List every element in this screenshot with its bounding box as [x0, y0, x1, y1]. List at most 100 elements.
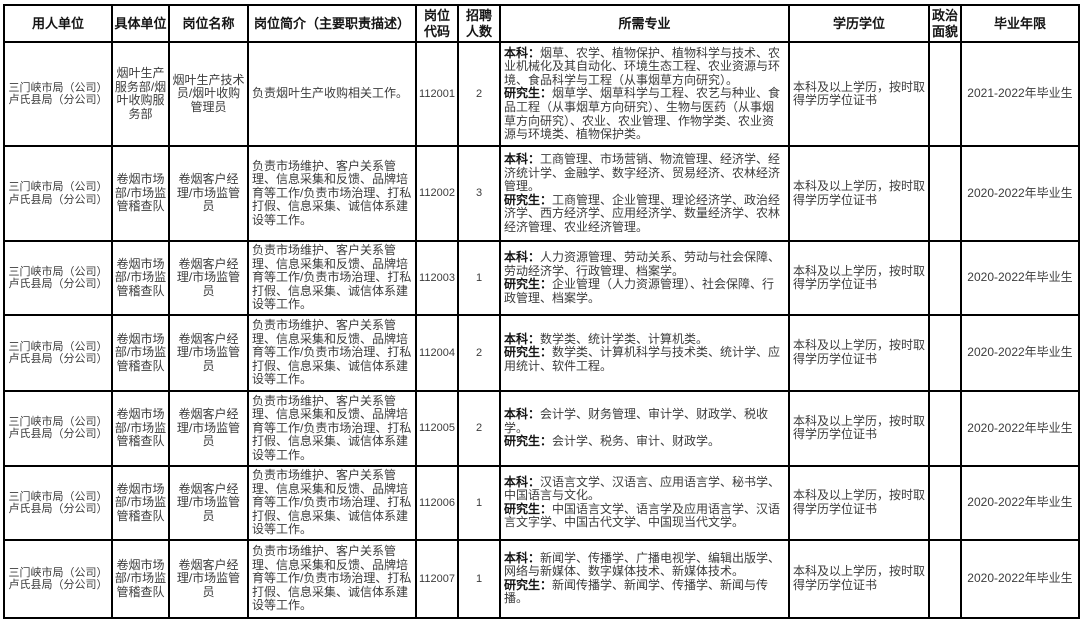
cell-grad-year: 2021-2022年毕业生 [960, 41, 1080, 148]
majors-graduate-list: 新闻传播学、新闻学、传播学、新闻与传播。 [504, 577, 769, 606]
majors-graduate-label: 研究生： [504, 434, 553, 449]
majors-bachelor-list: 汉语言文学、汉语言、应用语言学、秘书学、中国语言与文化。 [504, 474, 781, 503]
majors-bachelor-line: 本科：新闻学、传播学、广播电视学、编辑出版学、网络与新媒体、数字媒体技术、新媒体… [504, 550, 785, 579]
majors-graduate-list: 工商管理、企业管理、理论经济学、政治经济学、西方经济学、应用经济学、数量经济学、… [504, 192, 781, 234]
majors-bachelor-line: 本科：汉语言文学、汉语言、应用语言学、秘书学、中国语言与文化。 [504, 474, 785, 503]
header-majors: 所需专业 [499, 3, 790, 44]
majors-graduate-label: 研究生： [504, 277, 553, 292]
majors-bachelor-list: 人力资源管理、劳动关系、劳动与社会保障、劳动经济学、行政管理、档案学。 [504, 249, 781, 278]
cell-code: 112007 [415, 538, 459, 619]
cell-political [928, 538, 962, 619]
cell-description: 负责市场维护、客户关系管理、信息采集和反馈、品牌培育等工作/负责市场治理、打私打… [247, 389, 417, 467]
majors-bachelor-line: 本科：烟草、农学、植物保护、植物科学与技术、农业机械化及其自动化、环境生态工程、… [504, 46, 785, 88]
cell-unit: 卷烟市场部/市场监管稽查队 [111, 538, 170, 619]
cell-description: 负责市场维护、客户关系管理、信息采集和反馈、品牌培育等工作/负责市场治理、打私打… [247, 240, 417, 316]
cell-count: 2 [457, 389, 501, 467]
cell-count: 2 [457, 41, 501, 148]
cell-political [928, 145, 962, 243]
cell-description: 负责烟叶生产收购相关工作。 [247, 41, 417, 148]
majors-graduate-line: 研究生：会计学、税务、审计、财政学。 [504, 434, 785, 449]
cell-unit: 卷烟市场部/市场监管稽查队 [111, 313, 170, 392]
cell-count: 1 [457, 538, 501, 619]
majors-bachelor-list: 工商管理、市场营销、物流管理、经济学、经济统计学、金融学、数字经济、贸易经济、农… [504, 152, 781, 194]
cell-employer: 三门峡市局（公司） 卢氏县局（分公司） [3, 240, 113, 316]
cell-description: 负责市场维护、客户关系管理、信息采集和反馈、品牌培育等工作/负责市场治理、打私打… [247, 313, 417, 392]
cell-majors: 本科：新闻学、传播学、广播电视学、编辑出版学、网络与新媒体、数字媒体技术、新媒体… [499, 538, 790, 619]
majors-bachelor-list: 会计学、财务管理、审计学、财政学、税收学。 [504, 407, 769, 435]
majors-bachelor-label: 本科： [504, 407, 541, 422]
majors-graduate-label: 研究生： [504, 192, 553, 207]
header-grad-year: 毕业年限 [960, 3, 1080, 44]
cell-majors: 本科：会计学、财务管理、审计学、财政学、税收学。 研究生：会计学、税务、审计、财… [499, 389, 790, 467]
table-row: 三门峡市局（公司） 卢氏县局（分公司） 烟叶生产服务部/烟叶收购服务部 烟叶生产… [3, 41, 1080, 148]
cell-count: 2 [457, 313, 501, 392]
majors-graduate-list: 数学类、计算机科学与技术类、统计学、应用统计、软件工程。 [504, 345, 781, 373]
cell-count: 1 [457, 464, 501, 541]
cell-code: 112001 [415, 41, 459, 148]
header-degree: 学历学位 [788, 3, 930, 44]
cell-employer: 三门峡市局（公司） 卢氏县局（分公司） [3, 145, 113, 243]
majors-graduate-line: 研究生：企业管理（人力资源管理）、社会保障、行政管理、档案学。 [504, 277, 785, 305]
majors-bachelor-label: 本科： [504, 474, 541, 489]
cell-majors: 本科：烟草、农学、植物保护、植物科学与技术、农业机械化及其自动化、环境生态工程、… [499, 41, 790, 148]
majors-graduate-list: 企业管理（人力资源管理）、社会保障、行政管理、档案学。 [504, 277, 775, 305]
majors-bachelor-list: 新闻学、传播学、广播电视学、编辑出版学、网络与新媒体、数字媒体技术、新媒体技术。 [504, 550, 781, 579]
cell-unit: 卷烟市场部/市场监管稽查队 [111, 464, 170, 541]
cell-position: 卷烟客户经理/市场监管员 [168, 313, 249, 392]
cell-unit: 卷烟市场部/市场监管稽查队 [111, 389, 170, 467]
table-row: 三门峡市局（公司） 卢氏县局（分公司） 卷烟市场部/市场监管稽查队 卷烟客户经理… [3, 389, 1080, 467]
majors-bachelor-line: 本科：数学类、统计学类、计算机类。 [504, 331, 785, 347]
header-unit: 具体单位 [111, 3, 170, 44]
header-employer: 用人单位 [3, 3, 113, 44]
cell-unit: 卷烟市场部/市场监管稽查队 [111, 240, 170, 316]
cell-degree: 本科及以上学历，按时取得学历学位证书 [788, 313, 930, 392]
cell-grad-year: 2020-2022年毕业生 [960, 538, 1080, 619]
majors-graduate-label: 研究生： [504, 86, 553, 101]
majors-bachelor-label: 本科： [504, 152, 541, 167]
majors-graduate-label: 研究生： [504, 345, 553, 360]
table-row: 三门峡市局（公司） 卢氏县局（分公司） 卷烟市场部/市场监管稽查队 卷烟客户经理… [3, 538, 1080, 619]
cell-majors: 本科：工商管理、市场营销、物流管理、经济学、经济统计学、金融学、数字经济、贸易经… [499, 145, 790, 243]
cell-unit: 卷烟市场部/市场监管稽查队 [111, 145, 170, 243]
cell-code: 112006 [415, 464, 459, 541]
header-count: 招聘人数 [457, 3, 501, 44]
header-position: 岗位名称 [168, 3, 249, 44]
cell-degree: 本科及以上学历，按时取得学历学位证书 [788, 145, 930, 243]
majors-graduate-line: 研究生：新闻传播学、新闻学、传播学、新闻与传播。 [504, 577, 785, 606]
cell-employer: 三门峡市局（公司） 卢氏县局（分公司） [3, 538, 113, 619]
majors-bachelor-line: 本科：会计学、财务管理、审计学、财政学、税收学。 [504, 407, 785, 435]
cell-majors: 本科：数学类、统计学类、计算机类。 研究生：数学类、计算机科学与技术类、统计学、… [499, 313, 790, 392]
cell-majors: 本科：汉语言文学、汉语言、应用语言学、秘书学、中国语言与文化。 研究生：中国语言… [499, 464, 790, 541]
table-row: 三门峡市局（公司） 卢氏县局（分公司） 卷烟市场部/市场监管稽查队 卷烟客户经理… [3, 145, 1080, 243]
majors-graduate-label: 研究生： [504, 577, 553, 592]
cell-unit: 烟叶生产服务部/烟叶收购服务部 [111, 41, 170, 148]
majors-graduate-line: 研究生：数学类、计算机科学与技术类、统计学、应用统计、软件工程。 [504, 345, 785, 373]
cell-degree: 本科及以上学历，按时取得学历学位证书 [788, 41, 930, 148]
cell-position: 卷烟客户经理/市场监管员 [168, 145, 249, 243]
table-row: 三门峡市局（公司） 卢氏县局（分公司） 卷烟市场部/市场监管稽查队 卷烟客户经理… [3, 240, 1080, 316]
cell-position: 卷烟客户经理/市场监管员 [168, 538, 249, 619]
majors-graduate-line: 研究生：工商管理、企业管理、理论经济学、政治经济学、西方经济学、应用经济学、数量… [504, 192, 785, 235]
cell-grad-year: 2020-2022年毕业生 [960, 313, 1080, 392]
cell-position: 卷烟客户经理/市场监管员 [168, 240, 249, 316]
majors-bachelor-label: 本科： [504, 331, 541, 346]
majors-graduate-label: 研究生： [504, 501, 553, 516]
table-header-row: 用人单位 具体单位 岗位名称 岗位简介（主要职责描述） 岗位代码 招聘人数 所需… [3, 3, 1080, 44]
header-political: 政治面貌 [928, 3, 962, 44]
majors-graduate-list: 中国语言文学、语言学及应用语言学、汉语言文字学、中国古代文学、中国现当代文学。 [504, 501, 781, 530]
majors-graduate-line: 研究生：烟草学、烟草科学与工程、农艺与种业、食品工程（从事烟草方向研究）、生物与… [504, 87, 785, 141]
cell-grad-year: 2020-2022年毕业生 [960, 240, 1080, 316]
cell-code: 112005 [415, 389, 459, 467]
cell-description: 负责市场维护、客户关系管理、信息采集和反馈、品牌培育等工作/负责市场治理、打私打… [247, 145, 417, 243]
cell-position: 烟叶生产技术员/烟叶收购管理员 [168, 41, 249, 148]
table-row: 三门峡市局（公司） 卢氏县局（分公司） 卷烟市场部/市场监管稽查队 卷烟客户经理… [3, 313, 1080, 392]
cell-description: 负责市场维护、客户关系管理、信息采集和反馈、品牌培育等工作/负责市场治理、打私打… [247, 464, 417, 541]
table-row: 三门峡市局（公司） 卢氏县局（分公司） 卷烟市场部/市场监管稽查队 卷烟客户经理… [3, 464, 1080, 541]
cell-count: 1 [457, 240, 501, 316]
cell-political [928, 41, 962, 148]
cell-position: 卷烟客户经理/市场监管员 [168, 464, 249, 541]
cell-code: 112003 [415, 240, 459, 316]
cell-employer: 三门峡市局（公司） 卢氏县局（分公司） [3, 313, 113, 392]
majors-bachelor-label: 本科： [504, 550, 541, 565]
